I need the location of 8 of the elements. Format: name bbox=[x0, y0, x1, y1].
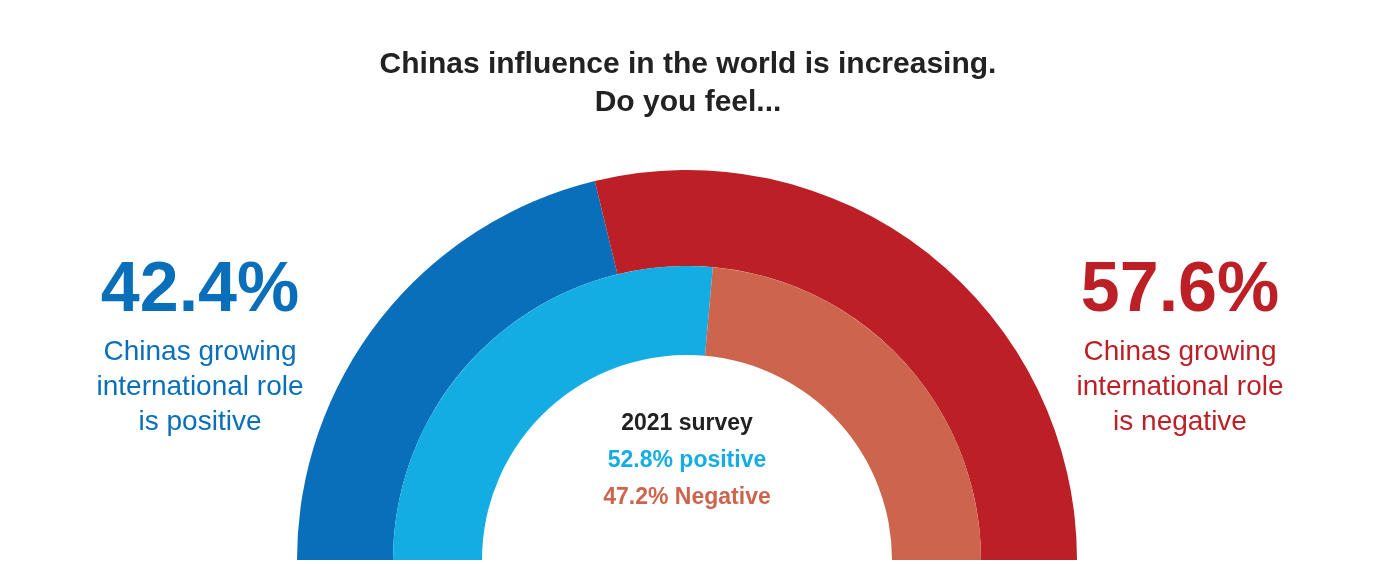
text: 52.8% positive bbox=[607, 446, 767, 472]
slice-label: Chinas growing international role is negative bbox=[1076, 335, 1284, 436]
text: 47.2% Negative bbox=[603, 483, 771, 509]
data-label: 42.4% bbox=[100, 248, 300, 326]
slice-label: 2021 survey bbox=[621, 409, 754, 435]
slice-label: Chinas growing international role is positive bbox=[96, 335, 304, 436]
data-label: 57.6% bbox=[1080, 248, 1280, 326]
chart-title: Chinas influence in the world is increasing. Do you feel... bbox=[379, 46, 997, 117]
